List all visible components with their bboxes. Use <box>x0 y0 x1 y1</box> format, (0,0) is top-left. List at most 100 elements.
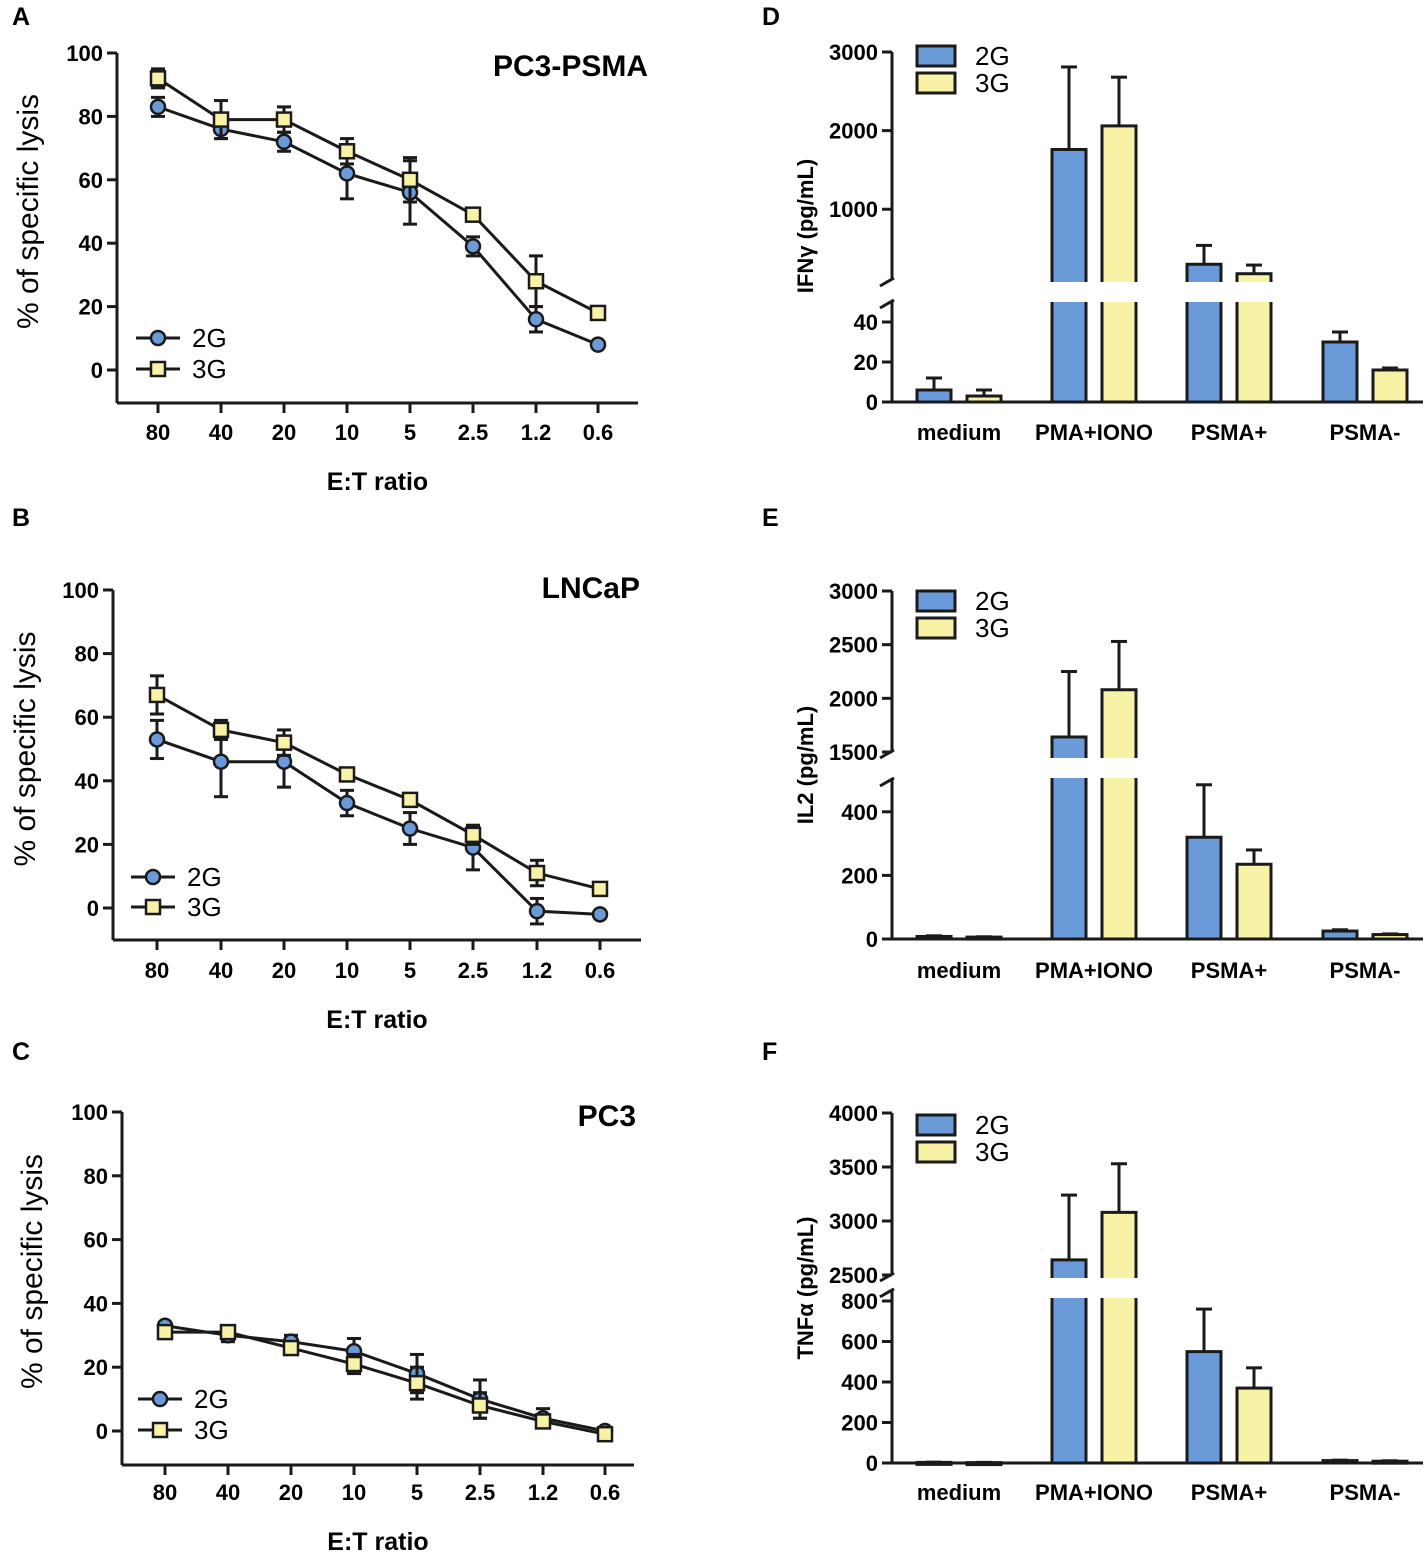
series-3g <box>156 1323 614 1443</box>
data-point <box>148 731 166 748</box>
x-tick-label: 1.2 <box>528 1480 559 1505</box>
series-line <box>156 738 601 916</box>
x-tick-label: 2.5 <box>458 420 489 445</box>
data-point <box>345 1355 363 1373</box>
data-point <box>589 304 607 322</box>
data-point <box>275 111 293 128</box>
bar <box>1100 688 1138 941</box>
bar <box>1321 1459 1359 1465</box>
data-point <box>212 111 230 128</box>
bar-group <box>1321 1458 1359 1465</box>
y-axis-label: % of specific lysis <box>16 1154 49 1389</box>
data-point <box>401 171 419 189</box>
data-point <box>534 1413 552 1430</box>
x-tick-label: 0.6 <box>583 420 614 445</box>
bar-group <box>1100 639 1138 941</box>
y-tick-label: 80 <box>79 104 103 129</box>
legend-label: 3G <box>187 892 222 922</box>
data-point <box>282 1339 300 1357</box>
data-point <box>338 143 356 160</box>
bar <box>1321 929 1359 941</box>
axis-break-mark <box>879 776 895 788</box>
y-tick-label: 2500 <box>829 1263 878 1288</box>
legend-swatch <box>915 44 957 68</box>
x-tick-label: 80 <box>153 1480 177 1505</box>
y-axis-label: % of specific lysis <box>9 631 42 866</box>
bar <box>1185 835 1223 941</box>
y-tick-label: 4000 <box>829 1101 878 1126</box>
series-3g <box>148 674 609 898</box>
y-tick-label: 2000 <box>829 119 878 144</box>
x-tick-label: 40 <box>216 1480 240 1505</box>
legend-marker <box>144 868 162 886</box>
legend-item-3g: 3G <box>915 68 1010 98</box>
line-chart-c: 0 20 40 60 80 100 80 40 20 10 5 2.5 1.2 0.6 E:T ratio%… <box>16 1100 636 1552</box>
data-point <box>338 766 356 783</box>
legend-label: 2G <box>975 1110 1010 1140</box>
bar-group <box>1235 848 1273 941</box>
data-point <box>149 98 167 116</box>
data-point <box>149 70 167 87</box>
y-tick-label: 100 <box>71 1100 108 1125</box>
legend-label: 2G <box>975 41 1010 71</box>
bar <box>1235 862 1273 941</box>
legend-swatch <box>915 71 957 95</box>
legend-swatch <box>915 1140 957 1164</box>
x-tick-label: medium <box>917 1480 1001 1505</box>
y-tick-label: 2500 <box>829 633 878 658</box>
x-tick-label: medium <box>917 958 1001 983</box>
x-tick-label: PSMA+ <box>1191 958 1267 983</box>
x-tick-label: 10 <box>335 420 359 445</box>
x-tick-label: PSMA- <box>1330 420 1401 445</box>
panel-letter-f: F <box>762 1038 777 1066</box>
bar-group <box>1050 65 1088 404</box>
y-axis-label: IL2 (pg/mL) <box>793 706 818 825</box>
legend-label: 3G <box>192 354 227 384</box>
panel-letter-e: E <box>762 504 779 532</box>
y-tick-label: 200 <box>841 863 878 888</box>
y-tick-label: 20 <box>75 832 99 857</box>
y-axis-label: % of specific lysis <box>12 94 45 329</box>
y-tick-label: 0 <box>96 1419 108 1444</box>
bar <box>915 934 953 941</box>
bar-group <box>1371 932 1409 941</box>
bar-group <box>965 935 1003 941</box>
x-tick-label: 0.6 <box>590 1480 621 1505</box>
bar-group <box>915 934 953 941</box>
series-line <box>156 693 601 891</box>
y-tick-label: 2000 <box>829 686 878 711</box>
legend-item-2g: 2G <box>136 323 227 353</box>
bar-chart-e: 0 200 400 1500 2000 2500 3000 IL2 (pg/mL) medium… <box>793 579 1423 983</box>
axis-break-gap <box>1042 1278 1322 1298</box>
y-tick-label: 3000 <box>829 40 878 65</box>
x-tick-label: 1.2 <box>522 958 553 983</box>
data-point <box>527 311 545 328</box>
data-point <box>212 753 230 770</box>
legend-swatch <box>915 589 957 613</box>
chart-title: PC3-PSMA <box>493 50 648 83</box>
legend-label: 3G <box>975 613 1010 643</box>
x-axis-label: E:T ratio <box>326 1006 427 1034</box>
y-tick-label: 400 <box>841 1370 878 1395</box>
series-3g <box>965 639 1409 941</box>
y-tick-label: 40 <box>84 1291 108 1316</box>
x-tick-label: 0.6 <box>585 958 616 983</box>
data-point <box>528 864 546 882</box>
bar <box>1235 1386 1273 1465</box>
data-point <box>408 1374 426 1392</box>
data-point <box>275 734 293 751</box>
x-tick-label: 10 <box>335 958 359 983</box>
legend-label: 3G <box>194 1415 229 1445</box>
legend-item-3g: 3G <box>131 892 222 922</box>
legend-label: 2G <box>192 323 227 353</box>
series-line <box>164 1324 606 1433</box>
x-tick-label: 2.5 <box>458 958 489 983</box>
x-axis-label: E:T ratio <box>327 468 428 496</box>
data-point <box>591 880 609 898</box>
bar <box>915 388 953 404</box>
legend-label: 3G <box>975 68 1010 98</box>
legend-marker <box>151 1390 169 1408</box>
